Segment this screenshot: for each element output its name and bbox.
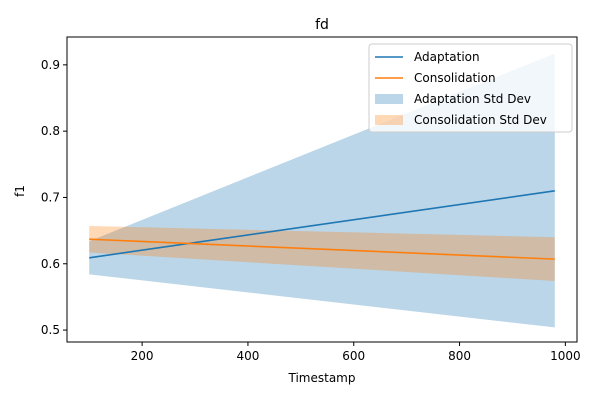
- legend-band-swatch: [375, 115, 403, 125]
- std-band-1: [89, 225, 555, 281]
- legend-label: Adaptation: [414, 50, 480, 64]
- legend-label: Consolidation Std Dev: [414, 113, 547, 127]
- x-tick-label: 800: [448, 349, 471, 363]
- chart-title: fd: [315, 17, 329, 33]
- x-tick-label: 1000: [550, 349, 581, 363]
- legend: Adaptation Consolidation Adaptation Std De…: [368, 43, 573, 133]
- series-line-0: [89, 190, 555, 259]
- axes-frame: [66, 36, 578, 343]
- x-tick-label: 600: [342, 349, 365, 363]
- axis-ticks: 200 400 600 800 1000 0.5 0.6 0.7 0.8 0.9: [41, 58, 581, 363]
- y-tick-label: 0.5: [41, 323, 60, 337]
- legend-label: Adaptation Std Dev: [414, 92, 531, 106]
- legend-label: Consolidation: [414, 71, 496, 85]
- series-line-1: [89, 238, 555, 260]
- y-tick-label: 0.7: [41, 190, 60, 204]
- x-tick-label: 400: [236, 349, 259, 363]
- y-tick-label: 0.6: [41, 257, 60, 271]
- x-tick-label: 200: [131, 349, 154, 363]
- y-tick-label: 0.9: [41, 58, 60, 72]
- x-axis-label: Timestamp: [288, 371, 356, 385]
- legend-band-swatch: [375, 94, 403, 104]
- y-axis-label: f1: [13, 185, 27, 197]
- y-tick-label: 0.8: [41, 124, 60, 138]
- legend-box: [368, 43, 573, 133]
